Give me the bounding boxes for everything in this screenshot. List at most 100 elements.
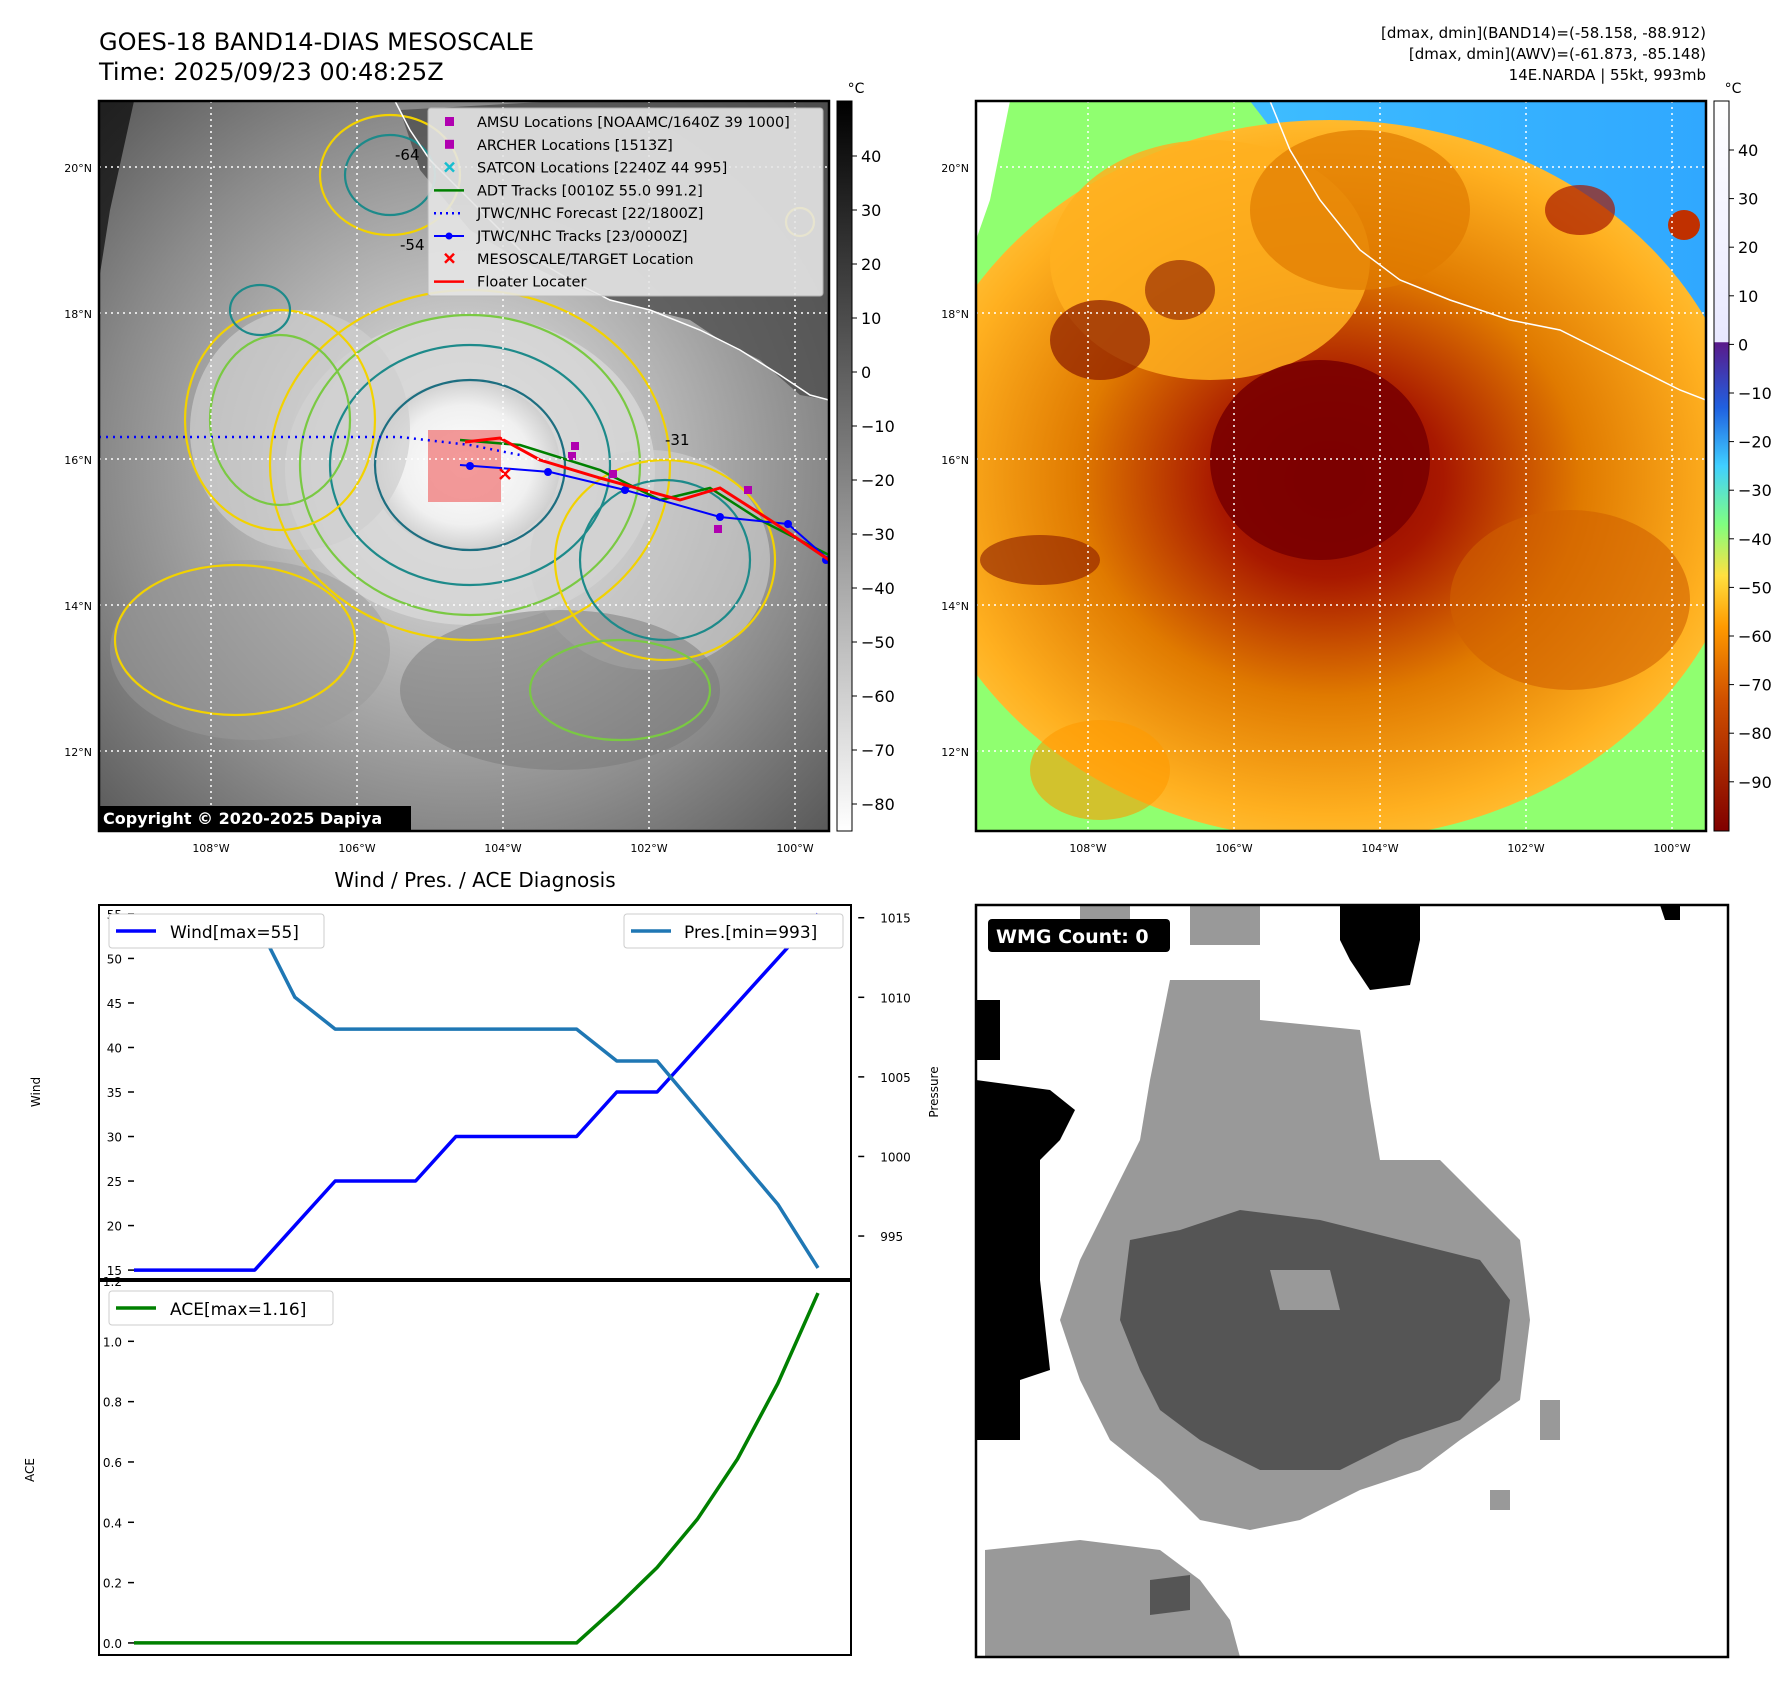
y2-tick-label: 995 xyxy=(880,1230,903,1244)
colorbar-tick-label: −50 xyxy=(1738,578,1772,597)
legend-item: AMSU Locations [NOAAMC/1640Z 39 1000] xyxy=(445,115,790,131)
series-line xyxy=(134,1292,820,1645)
legend-item-label: ADT Tracks [0010Z 55.0 991.2] xyxy=(477,183,703,199)
y2-tick-label: 1015 xyxy=(880,912,911,926)
y-tick-label: 15 xyxy=(107,1264,122,1278)
y-tick-label: 45 xyxy=(107,997,122,1011)
left-map-lat-labels: 20°N 18°N 16°N 14°N 12°N xyxy=(64,162,92,759)
wmg-panel: WMG Count: 0 xyxy=(974,903,1730,1659)
diagnosis-title: Wind / Pres. / ACE Diagnosis xyxy=(334,868,615,892)
colorbar-tick-label: −30 xyxy=(1738,481,1772,500)
colorbar-tick-label: −10 xyxy=(1738,384,1772,403)
lon-label: 108°W xyxy=(1069,842,1106,855)
y-tick-label: 0.8 xyxy=(103,1396,122,1410)
colorbar-tick-label: −80 xyxy=(1738,724,1772,743)
series-line xyxy=(134,912,820,1272)
info-awv: [dmax, dmin](AWV)=(-61.873, -85.148) xyxy=(1409,45,1706,63)
copyright-label: Copyright © 2020-2025 Dapiya xyxy=(103,809,382,828)
colorbar-tick-label: 10 xyxy=(1738,287,1758,306)
legend-marker xyxy=(445,117,454,126)
colorbar-tick-label: 20 xyxy=(1738,238,1758,257)
lat-label: 20°N xyxy=(941,162,969,175)
legend-item-label: JTWC/NHC Forecast [22/1800Z] xyxy=(476,206,703,222)
contour-label: -54 xyxy=(400,236,425,254)
lat-label: 12°N xyxy=(941,746,969,759)
legend-marker-dot xyxy=(445,232,453,240)
legend-item: ARCHER Locations [1513Z] xyxy=(445,138,673,154)
map-legend: AMSU Locations [NOAAMC/1640Z 39 1000] ARC… xyxy=(427,107,824,297)
pressure-ylabel: Pressure xyxy=(927,1066,941,1117)
lon-label: 100°W xyxy=(1653,842,1690,855)
legend-item-label: JTWC/NHC Tracks [23/0000Z] xyxy=(476,229,688,245)
y-tick-label: 40 xyxy=(107,1041,122,1055)
y2-tick-label: 1005 xyxy=(880,1071,911,1085)
ace-chart: 0.0 0.2 0.4 0.6 0.8 1.0 1.2 ACE[max=1.16] ACE xyxy=(23,1275,852,1656)
lat-label: 18°N xyxy=(64,308,92,321)
legend-marker xyxy=(445,139,454,149)
colorbar-tick-label: −70 xyxy=(1738,676,1772,695)
colorbar-tick-label: −60 xyxy=(1738,627,1772,646)
y-tick-label: 0.4 xyxy=(103,1516,122,1530)
pressure-legend: Pres.[min=993] xyxy=(623,913,844,949)
colorbar-tick-label: 10 xyxy=(861,309,881,328)
legend-item: MESOSCALE/TARGET Location xyxy=(444,252,694,268)
lon-label: 106°W xyxy=(338,842,375,855)
legend-item: ADT Tracks [0010Z 55.0 991.2] xyxy=(434,183,703,199)
lat-label: 20°N xyxy=(64,162,92,175)
info-storm: 14E.NARDA | 55kt, 993mb xyxy=(1509,66,1706,84)
contour-label: -31 xyxy=(665,431,690,449)
wind-ylabel: Wind xyxy=(29,1077,43,1107)
y-tick-label: 0.2 xyxy=(103,1577,122,1591)
lon-label: 102°W xyxy=(630,842,667,855)
ace-ylabel: ACE xyxy=(23,1458,37,1482)
colorbar-unit: °C xyxy=(1725,81,1742,97)
colorbar-tick-label: 0 xyxy=(1738,335,1748,354)
y-tick-label: 20 xyxy=(107,1220,122,1234)
ace-legend: ACE[max=1.16] xyxy=(108,1290,334,1326)
legend-item: JTWC/NHC Forecast [22/1800Z] xyxy=(434,206,703,222)
y2-tick-label: 1010 xyxy=(880,991,911,1005)
y-tick-label: 50 xyxy=(107,952,122,966)
info-band14: [dmax, dmin](BAND14)=(-58.158, -88.912) xyxy=(1381,24,1706,42)
lat-label: 16°N xyxy=(941,454,969,467)
colorbar-tick-label: 40 xyxy=(1738,141,1758,160)
colorbar-tick-label: −20 xyxy=(861,471,895,490)
legend-item-label: SATCON Locations [2240Z 44 995] xyxy=(477,161,727,177)
colorbar-tick-label: −40 xyxy=(1738,530,1772,549)
wmg-count-label: WMG Count: 0 xyxy=(996,926,1149,948)
lon-label: 102°W xyxy=(1507,842,1544,855)
pressure-legend-label: Pres.[min=993] xyxy=(684,923,817,943)
ace-legend-label: ACE[max=1.16] xyxy=(170,1300,306,1320)
left-map-lon-labels: 108°W 106°W 104°W 102°W 100°W xyxy=(192,842,813,855)
figure-title: GOES-18 BAND14-DIAS MESOSCALE xyxy=(99,28,534,56)
y-tick-label: 0.6 xyxy=(103,1456,122,1470)
colorbar-tick-label: −50 xyxy=(861,633,895,652)
y-tick-label: 25 xyxy=(107,1175,122,1189)
contour-label: -64 xyxy=(395,146,420,164)
y-tick-label: 35 xyxy=(107,1086,122,1100)
legend-item: JTWC/NHC Tracks [23/0000Z] xyxy=(434,229,688,245)
legend-item-label: MESOSCALE/TARGET Location xyxy=(477,252,694,268)
colorbar-unit: °C xyxy=(848,81,865,97)
legend-marker xyxy=(444,252,455,264)
colorbar-tick-label: 20 xyxy=(861,255,881,274)
wind-legend-label: Wind[max=55] xyxy=(170,923,299,943)
y-tick-label: 30 xyxy=(107,1131,122,1145)
legend-marker xyxy=(444,161,455,173)
colorbar-tick-label: 30 xyxy=(1738,190,1758,209)
lat-label: 12°N xyxy=(64,746,92,759)
right-map-lon-labels: 108°W 106°W 104°W 102°W 100°W xyxy=(1069,842,1690,855)
left-colorbar: °C 40 30 20 10 0 −10 −20 −30 −40 −50 −60 −70 −80 xyxy=(836,81,895,832)
colorbar-tick-label: −40 xyxy=(861,579,895,598)
colorbar-tick-label: −90 xyxy=(1738,773,1772,792)
lat-label: 18°N xyxy=(941,308,969,321)
colorbar-tick-label: 40 xyxy=(861,147,881,166)
ir-map-right xyxy=(974,99,1708,833)
legend-item: Floater Locater xyxy=(434,275,586,291)
colorbar-tick-label: 0 xyxy=(861,363,871,382)
lat-label: 14°N xyxy=(941,600,969,613)
colorbar-tick-label: −30 xyxy=(861,525,895,544)
colorbar-tick-label: −70 xyxy=(861,741,895,760)
wind-legend: Wind[max=55] xyxy=(108,913,325,949)
